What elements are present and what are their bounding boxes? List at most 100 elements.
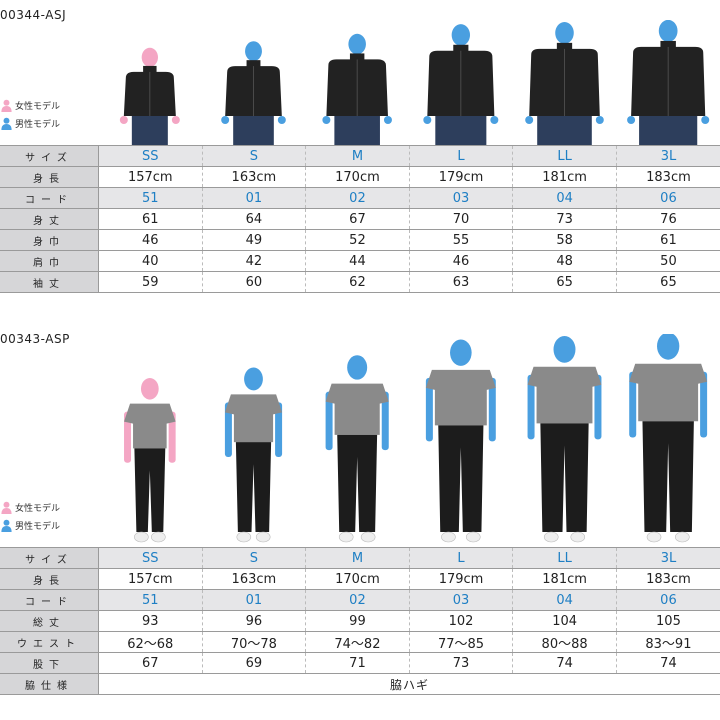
row-label: 身巾 xyxy=(0,229,99,251)
arm xyxy=(325,391,333,451)
male-model-label: 男性モデル xyxy=(15,119,61,130)
head xyxy=(141,47,158,67)
table-cell: 48 xyxy=(512,250,617,272)
table-cell: 01 xyxy=(201,589,306,611)
female-model-label: 女性モデル xyxy=(15,101,61,112)
table-cell: 70〜78 xyxy=(201,631,306,653)
female-model-label: 女性モデル xyxy=(15,503,61,514)
table-cell: 51 xyxy=(98,187,203,209)
table-cell: 65 xyxy=(512,271,617,293)
table-cell: 73 xyxy=(512,208,617,230)
hand xyxy=(423,116,432,124)
hand xyxy=(171,116,180,124)
jacket-size-table: サイズ SS S M L LL 3L 身長 157cm 163cm 170cm 179cm 181cm 1… xyxy=(0,145,720,293)
table-cell: 52 xyxy=(305,229,410,251)
shoe xyxy=(441,531,456,543)
table-row: 総丈 93 96 99 102 104 105 xyxy=(0,610,720,632)
table-cell: 50 xyxy=(615,250,720,272)
table-cell: 70 xyxy=(408,208,513,230)
female-person-icon xyxy=(1,99,12,112)
table-cell: 181cm xyxy=(512,166,617,188)
table-cell: 163cm xyxy=(201,166,306,188)
row-label: ウエスト xyxy=(0,631,99,653)
table-cell: 181cm xyxy=(512,568,617,590)
collar xyxy=(349,53,365,62)
arm xyxy=(594,374,602,440)
table-cell: 96 xyxy=(201,610,306,632)
table-row: 袖丈 59 60 62 63 65 65 xyxy=(0,271,720,293)
tshirt xyxy=(224,394,283,443)
tshirt xyxy=(527,366,602,424)
table-cell: 170cm xyxy=(305,568,410,590)
shoe xyxy=(675,531,690,543)
jacket-model-figure xyxy=(423,24,499,146)
arm xyxy=(275,402,283,457)
table-cell: 76 xyxy=(615,208,720,230)
arm xyxy=(168,411,176,463)
shoe xyxy=(151,531,166,543)
collar xyxy=(453,44,469,53)
male-person-icon xyxy=(1,519,12,532)
row-label: サイズ xyxy=(0,547,99,569)
table-cell: 46 xyxy=(408,250,513,272)
arm xyxy=(527,374,535,440)
jacket-model-figure xyxy=(627,19,710,146)
pants-model-figure xyxy=(425,339,496,543)
jacket-model-figure xyxy=(119,47,180,146)
head xyxy=(244,367,263,391)
table-cell: 64 xyxy=(201,208,306,230)
collar xyxy=(556,42,573,51)
product-code-pants: 00343-ASP xyxy=(0,332,70,346)
head xyxy=(245,41,262,62)
table-cell: L xyxy=(408,547,513,569)
arm xyxy=(700,371,708,438)
table-cell: 3L xyxy=(615,547,720,569)
product-code-jacket: 00344-ASJ xyxy=(0,8,67,22)
table-cell: 157cm xyxy=(98,568,203,590)
table-row: コード 51 01 02 03 04 06 xyxy=(0,187,720,209)
table-cell: 83〜91 xyxy=(615,631,720,653)
table-row: 脇仕様 脇ハギ xyxy=(0,673,720,695)
table-cell: 179cm xyxy=(408,568,513,590)
table-cell: 04 xyxy=(512,187,617,209)
pants-model-figure xyxy=(325,355,389,543)
table-cell: M xyxy=(305,145,410,167)
legend-bottom: 女性モデル 男性モデル xyxy=(0,498,60,534)
row-label: サイズ xyxy=(0,145,99,167)
pants-model-figure xyxy=(527,336,602,543)
head xyxy=(140,378,159,400)
pants xyxy=(134,448,166,532)
table-cell: 59 xyxy=(98,271,203,293)
pants-size-table: サイズ SS S M L LL 3L 身長 157cm 163cm 170cm 179cm 181cm 1… xyxy=(0,547,720,695)
table-cell: 104 xyxy=(512,610,617,632)
table-cell: 3L xyxy=(615,145,720,167)
row-label: コード xyxy=(0,187,99,209)
hand xyxy=(525,116,534,124)
arm xyxy=(425,377,433,442)
hand xyxy=(221,116,230,124)
hand xyxy=(322,116,331,124)
table-cell: 102 xyxy=(408,610,513,632)
table-cell: 157cm xyxy=(98,166,203,188)
jacket-model-figure xyxy=(221,41,286,146)
arm xyxy=(629,371,637,438)
table-row: 肩巾 40 42 44 46 48 50 xyxy=(0,250,720,272)
shoe xyxy=(543,531,559,543)
jeans xyxy=(131,116,168,146)
pants-models-svg xyxy=(124,332,708,543)
pants xyxy=(438,425,484,532)
table-cell: M xyxy=(305,547,410,569)
table-cell: 06 xyxy=(615,589,720,611)
jacket-models-svg xyxy=(119,19,710,146)
jeans xyxy=(334,116,380,146)
collar xyxy=(143,65,157,74)
hand xyxy=(627,116,636,124)
table-cell: 80〜88 xyxy=(512,631,617,653)
tshirt xyxy=(325,383,389,435)
collar xyxy=(246,60,261,69)
table-cell: 03 xyxy=(408,187,513,209)
table-cell: 03 xyxy=(408,589,513,611)
arm xyxy=(488,377,496,442)
table-cell: 60 xyxy=(201,271,306,293)
hand xyxy=(383,116,392,124)
